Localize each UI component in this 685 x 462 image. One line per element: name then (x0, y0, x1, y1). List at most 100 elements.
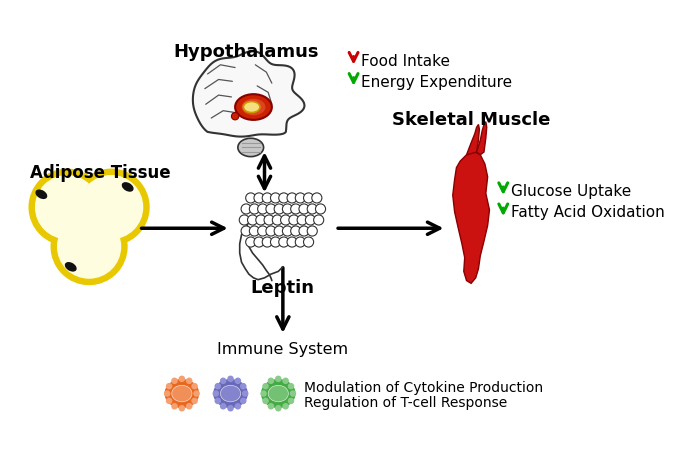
Circle shape (166, 383, 172, 389)
Circle shape (194, 391, 199, 396)
Circle shape (51, 208, 127, 285)
Circle shape (186, 404, 192, 409)
Circle shape (261, 391, 266, 396)
Circle shape (266, 226, 276, 236)
Text: Energy Expenditure: Energy Expenditure (361, 75, 512, 90)
Circle shape (279, 193, 289, 203)
Text: Modulation of Cytokine Production: Modulation of Cytokine Production (304, 381, 543, 395)
Circle shape (249, 204, 260, 214)
Circle shape (263, 398, 268, 403)
Circle shape (314, 215, 324, 225)
Circle shape (307, 204, 317, 214)
Ellipse shape (238, 138, 264, 157)
Text: Fatty Acid Oxidation: Fatty Acid Oxidation (510, 205, 664, 220)
Ellipse shape (122, 182, 134, 192)
Text: Leptin: Leptin (251, 279, 315, 297)
Circle shape (287, 193, 297, 203)
Circle shape (274, 204, 284, 214)
Circle shape (262, 193, 273, 203)
Text: Immune System: Immune System (217, 342, 349, 357)
Circle shape (271, 237, 281, 247)
Ellipse shape (36, 189, 47, 199)
Text: Regulation of T-cell Response: Regulation of T-cell Response (304, 396, 507, 410)
Circle shape (192, 383, 197, 389)
Circle shape (312, 193, 322, 203)
Circle shape (247, 215, 258, 225)
Circle shape (215, 383, 221, 389)
Circle shape (221, 404, 226, 409)
Circle shape (241, 226, 251, 236)
Ellipse shape (172, 385, 192, 402)
Circle shape (256, 215, 266, 225)
Circle shape (240, 383, 246, 389)
Polygon shape (453, 152, 490, 283)
Circle shape (172, 378, 177, 383)
Ellipse shape (235, 94, 272, 120)
Circle shape (316, 204, 325, 214)
Text: Skeletal Muscle: Skeletal Muscle (392, 111, 550, 129)
Circle shape (269, 404, 273, 409)
Circle shape (79, 175, 143, 239)
Circle shape (186, 378, 192, 383)
Polygon shape (193, 51, 304, 137)
Circle shape (288, 398, 294, 403)
Circle shape (262, 237, 273, 247)
Circle shape (249, 226, 260, 236)
Circle shape (213, 391, 219, 396)
Circle shape (258, 226, 268, 236)
Circle shape (246, 193, 256, 203)
Circle shape (282, 204, 292, 214)
Circle shape (282, 226, 292, 236)
Circle shape (283, 404, 288, 409)
Circle shape (215, 398, 221, 403)
Circle shape (266, 204, 276, 214)
Circle shape (242, 391, 248, 396)
Circle shape (241, 204, 251, 214)
Circle shape (279, 237, 289, 247)
Circle shape (303, 193, 314, 203)
Ellipse shape (65, 262, 77, 272)
Circle shape (73, 169, 150, 246)
Ellipse shape (243, 102, 260, 113)
Circle shape (275, 376, 281, 382)
Circle shape (179, 376, 184, 382)
Circle shape (288, 383, 294, 389)
Ellipse shape (212, 378, 249, 409)
Circle shape (239, 215, 249, 225)
Circle shape (240, 398, 246, 403)
Circle shape (290, 204, 301, 214)
Text: Food Intake: Food Intake (361, 54, 450, 69)
Circle shape (232, 113, 239, 120)
Circle shape (290, 391, 295, 396)
Circle shape (263, 383, 268, 389)
Circle shape (306, 215, 316, 225)
Ellipse shape (268, 385, 288, 402)
Circle shape (303, 237, 314, 247)
Circle shape (228, 376, 233, 382)
Circle shape (35, 175, 99, 239)
Text: Adipose Tissue: Adipose Tissue (30, 164, 171, 182)
Ellipse shape (242, 99, 265, 116)
Circle shape (290, 226, 301, 236)
Circle shape (274, 226, 284, 236)
Text: Glucose Uptake: Glucose Uptake (510, 184, 631, 199)
Circle shape (166, 398, 172, 403)
Circle shape (283, 378, 288, 383)
Ellipse shape (260, 378, 297, 409)
Circle shape (281, 215, 290, 225)
Circle shape (235, 378, 240, 383)
Circle shape (179, 406, 184, 411)
Circle shape (29, 169, 105, 246)
Circle shape (258, 204, 268, 214)
Circle shape (307, 226, 317, 236)
Circle shape (235, 404, 240, 409)
Circle shape (172, 404, 177, 409)
Circle shape (254, 193, 264, 203)
Circle shape (297, 215, 307, 225)
Ellipse shape (164, 378, 200, 409)
Circle shape (295, 193, 306, 203)
Polygon shape (466, 124, 479, 155)
Circle shape (295, 237, 306, 247)
Circle shape (57, 214, 121, 279)
Circle shape (271, 193, 281, 203)
